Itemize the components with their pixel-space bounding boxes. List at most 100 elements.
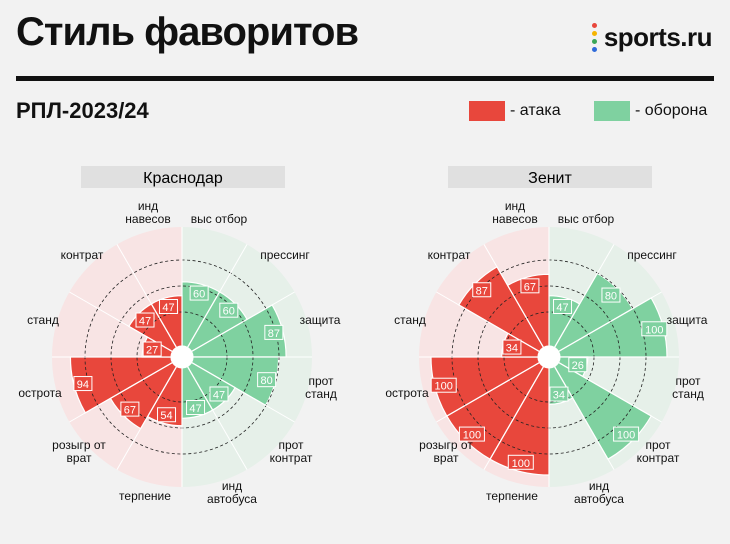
value-label-box: [158, 298, 178, 314]
category-label: инд автобуса: [574, 479, 624, 506]
team-title: Краснодар: [143, 170, 223, 187]
legend-defense-label: - оборона: [635, 102, 708, 119]
category-label: выс отбор: [558, 212, 615, 226]
value-label: 100: [645, 324, 663, 336]
value-label: 34: [553, 390, 565, 402]
value-label: 26: [572, 360, 584, 372]
grid-spoke: [436, 291, 540, 352]
category-label: острота: [385, 386, 429, 400]
category-label: защита: [667, 313, 708, 327]
category-label: станд: [394, 313, 426, 327]
value-label-box: [568, 357, 588, 373]
center-hole: [538, 346, 560, 368]
center-hole: [171, 346, 193, 368]
team-title: Зенит: [528, 170, 572, 187]
value-label-box: [264, 324, 284, 340]
value-label-box: [189, 285, 209, 301]
category-label: инд навесов: [492, 199, 537, 226]
value-label: 54: [160, 410, 172, 422]
grid-spoke: [554, 244, 615, 348]
value-label: 80: [605, 291, 617, 303]
category-label: станд: [27, 313, 59, 327]
grid-spoke: [191, 291, 295, 352]
grid-spoke: [187, 244, 248, 348]
grid-spoke: [483, 244, 544, 348]
grid-spoke: [554, 366, 615, 470]
grid-spoke: [69, 362, 173, 423]
value-label-box: [186, 400, 206, 416]
value-label-box: [549, 386, 569, 402]
value-label: 100: [463, 430, 481, 442]
value-label-box: [502, 339, 522, 355]
value-label-box: [430, 377, 457, 393]
value-label-box: [553, 298, 573, 314]
value-label: 67: [124, 405, 136, 417]
value-label: 47: [213, 389, 225, 401]
value-label: 100: [512, 458, 530, 470]
header-divider: [16, 76, 714, 81]
category-label: розыгр от врат: [419, 438, 473, 465]
value-label-box: [73, 376, 93, 392]
grid-spoke: [187, 366, 248, 470]
page-title: Стиль фаворитов: [16, 10, 359, 54]
legend-defense: - оборона: [594, 101, 707, 121]
category-label: контрат: [428, 248, 471, 262]
value-label: 87: [476, 285, 488, 297]
value-label-box: [120, 401, 140, 417]
sports-logo: sports.ru: [591, 22, 713, 53]
value-label-box: [613, 426, 640, 442]
logo-text: sports.ru: [603, 22, 713, 52]
grid-spoke: [116, 244, 177, 348]
value-label: 100: [435, 381, 453, 393]
category-label: прот станд: [672, 374, 704, 401]
logo-dots-icon: [591, 23, 598, 52]
category-label: терпение: [486, 489, 538, 503]
value-label: 47: [162, 302, 174, 314]
value-label-box: [157, 407, 177, 423]
category-label: защита: [300, 313, 341, 327]
grid-spoke: [483, 366, 544, 470]
value-label-box: [209, 386, 229, 402]
grid-spoke: [558, 362, 662, 423]
value-label-box: [458, 426, 485, 442]
category-label: прессинг: [260, 248, 310, 262]
value-label: 94: [77, 379, 89, 391]
category-label: прот контрат: [637, 438, 680, 465]
grid-spoke: [436, 362, 540, 423]
category-label: инд навесов: [125, 199, 170, 226]
category-label: инд автобуса: [207, 479, 257, 506]
grid-spoke: [558, 291, 662, 352]
value-label-box: [641, 321, 668, 337]
grid-spoke: [116, 366, 177, 470]
team-title-box: [81, 166, 285, 188]
value-label-box: [257, 372, 277, 388]
category-label: прот станд: [305, 374, 337, 401]
value-label: 67: [524, 281, 536, 293]
legend-attack-swatch: [469, 101, 505, 121]
value-label-box: [520, 278, 540, 294]
value-label-box: [219, 302, 239, 318]
value-label: 27: [146, 345, 158, 357]
category-label: розыгр от врат: [52, 438, 106, 465]
category-label: выс отбор: [191, 212, 248, 226]
value-label-box: [507, 454, 534, 470]
value-label-box: [135, 312, 155, 328]
value-label: 60: [223, 306, 235, 318]
category-label: контрат: [61, 248, 104, 262]
value-label-box: [142, 341, 162, 357]
value-label: 34: [506, 343, 518, 355]
category-label: прессинг: [627, 248, 677, 262]
value-label: 80: [260, 375, 272, 387]
legend-attack: - атака: [469, 101, 561, 121]
legend-attack-label: - атака: [510, 102, 561, 119]
value-label: 47: [556, 302, 568, 314]
value-label: 100: [617, 430, 635, 442]
team-title-box: [448, 166, 652, 188]
value-label: 47: [189, 403, 201, 415]
category-label: прот контрат: [270, 438, 313, 465]
value-label: 87: [268, 328, 280, 340]
value-label-box: [601, 287, 621, 303]
grid-spoke: [191, 362, 295, 423]
category-label: терпение: [119, 489, 171, 503]
